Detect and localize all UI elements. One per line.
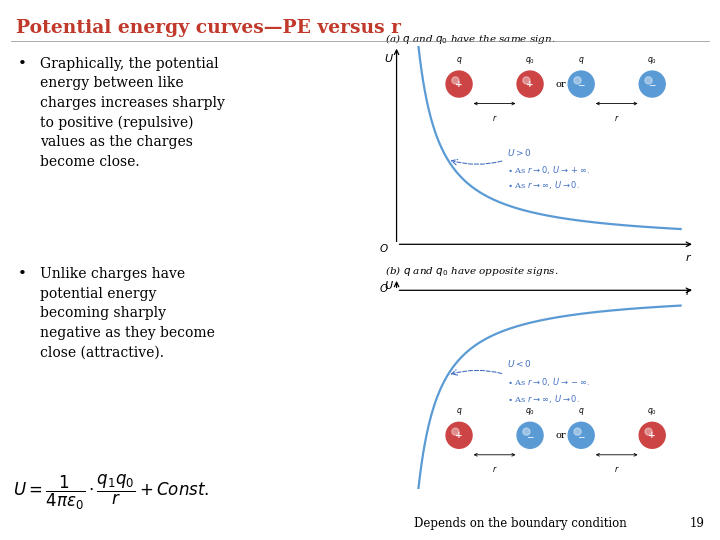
Text: $r$: $r$ bbox=[685, 252, 692, 263]
Text: $O$: $O$ bbox=[379, 242, 389, 254]
Text: $q$: $q$ bbox=[578, 55, 585, 66]
Text: +: + bbox=[526, 79, 534, 89]
Text: $q$: $q$ bbox=[456, 406, 462, 417]
Text: $q$: $q$ bbox=[456, 55, 462, 66]
Text: $-$: $-$ bbox=[577, 79, 585, 89]
Ellipse shape bbox=[639, 71, 665, 97]
Text: (b) $q$ and $q_0$ have opposite signs.: (b) $q$ and $q_0$ have opposite signs. bbox=[385, 264, 559, 278]
Text: $q_0$: $q_0$ bbox=[525, 406, 535, 417]
Text: $-$: $-$ bbox=[648, 79, 657, 89]
Text: $q_0$: $q_0$ bbox=[647, 55, 657, 66]
Ellipse shape bbox=[523, 77, 530, 84]
Ellipse shape bbox=[517, 71, 543, 97]
Ellipse shape bbox=[452, 428, 459, 435]
Text: +: + bbox=[455, 431, 463, 440]
Text: $U$: $U$ bbox=[384, 279, 395, 291]
Ellipse shape bbox=[568, 71, 594, 97]
Ellipse shape bbox=[639, 422, 665, 448]
Text: •: • bbox=[18, 57, 27, 71]
Text: Depends on the boundary condition: Depends on the boundary condition bbox=[414, 517, 626, 530]
Text: $r$: $r$ bbox=[614, 113, 619, 123]
Text: $\bullet$ As $r\to\infty,\,U\to0.$: $\bullet$ As $r\to\infty,\,U\to0.$ bbox=[508, 393, 580, 404]
Text: $U = \dfrac{1}{4\pi\epsilon_0} \cdot \dfrac{q_1 q_0}{r} + Const.$: $U = \dfrac{1}{4\pi\epsilon_0} \cdot \df… bbox=[13, 472, 210, 512]
Text: $\bullet$ As $r\to0,\,U\to+\infty.$: $\bullet$ As $r\to0,\,U\to+\infty.$ bbox=[508, 164, 590, 176]
Text: $U$: $U$ bbox=[384, 52, 395, 64]
Text: Potential energy curves—PE versus r: Potential energy curves—PE versus r bbox=[16, 19, 401, 37]
Ellipse shape bbox=[446, 71, 472, 97]
Ellipse shape bbox=[446, 422, 472, 448]
Text: $\bullet$ As $r\to0,\,U\to-\infty.$: $\bullet$ As $r\to0,\,U\to-\infty.$ bbox=[508, 376, 590, 388]
Text: $q_0$: $q_0$ bbox=[647, 406, 657, 417]
Text: $O$: $O$ bbox=[379, 281, 389, 294]
Text: $U > 0$: $U > 0$ bbox=[508, 147, 532, 158]
Ellipse shape bbox=[523, 428, 530, 435]
Text: $\bullet$ As $r\to\infty,\,U\to0.$: $\bullet$ As $r\to\infty,\,U\to0.$ bbox=[508, 179, 580, 191]
Ellipse shape bbox=[568, 422, 594, 448]
Text: $r$: $r$ bbox=[614, 464, 619, 474]
Text: $q$: $q$ bbox=[578, 406, 585, 417]
Text: Unlike charges have
potential energy
becoming sharply
negative as they become
cl: Unlike charges have potential energy bec… bbox=[40, 267, 215, 359]
Text: or: or bbox=[556, 79, 567, 89]
Text: +: + bbox=[455, 79, 463, 89]
Ellipse shape bbox=[574, 77, 581, 84]
Ellipse shape bbox=[645, 428, 652, 435]
Text: +: + bbox=[649, 431, 656, 440]
Text: $r$: $r$ bbox=[492, 113, 498, 123]
Text: $-$: $-$ bbox=[526, 431, 534, 440]
Ellipse shape bbox=[645, 77, 652, 84]
Text: $q_0$: $q_0$ bbox=[525, 55, 535, 66]
Text: $r$: $r$ bbox=[685, 286, 692, 297]
Ellipse shape bbox=[574, 428, 581, 435]
Text: $-$: $-$ bbox=[577, 431, 585, 440]
Text: or: or bbox=[556, 431, 567, 440]
Text: •: • bbox=[18, 267, 27, 281]
Text: $r$: $r$ bbox=[492, 464, 498, 474]
Text: $U < 0$: $U < 0$ bbox=[508, 357, 532, 369]
Ellipse shape bbox=[517, 422, 543, 448]
Text: Graphically, the potential
energy between like
charges increases sharply
to posi: Graphically, the potential energy betwee… bbox=[40, 57, 225, 169]
Text: 19: 19 bbox=[689, 517, 704, 530]
Text: (a) $q$ and $q_0$ have the same sign.: (a) $q$ and $q_0$ have the same sign. bbox=[385, 32, 556, 46]
Ellipse shape bbox=[452, 77, 459, 84]
